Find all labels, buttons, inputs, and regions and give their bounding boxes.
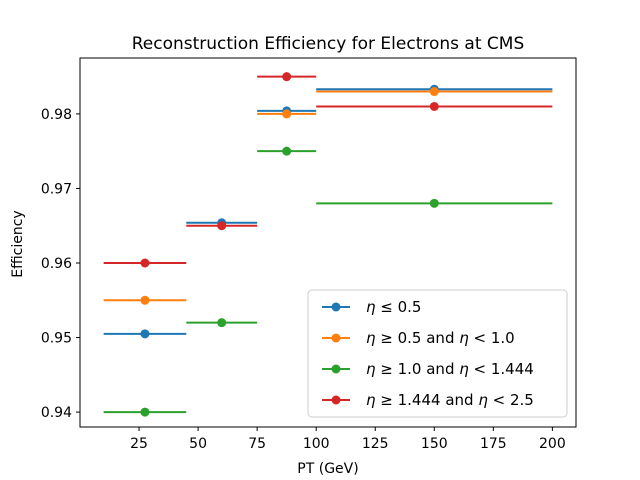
x-tick-label-1: 50 (189, 436, 207, 452)
legend-label-0: η ≤ 0.5 (366, 298, 421, 316)
data-point-s1-p1 (282, 109, 292, 119)
legend-label-2-part-0: η (366, 360, 376, 378)
data-point-s0-p0 (140, 329, 150, 339)
legend-marker-1 (331, 333, 341, 343)
legend-box (307, 289, 568, 418)
axes-frame (79, 57, 577, 428)
legend-label-1-part-0: η (366, 329, 376, 347)
y-tick-label-4: 0.98 (41, 107, 72, 123)
data-point-s2-p2 (282, 146, 292, 156)
chart-title: Reconstruction Efficiency for Electrons … (132, 34, 525, 54)
legend-label-2-part-2: η (459, 360, 469, 378)
data-point-s2-p0 (140, 407, 150, 417)
legend-label-3: η ≥ 1.444 and η < 2.5 (366, 391, 534, 409)
data-point-s1-p0 (140, 295, 150, 305)
x-tick-label-4: 125 (362, 436, 389, 452)
legend: η ≤ 0.5η ≥ 0.5 and η < 1.0η ≥ 1.0 and η … (307, 289, 568, 418)
x-tick-label-2: 75 (248, 436, 266, 452)
x-axis-title: PT (GeV) (297, 461, 358, 477)
legend-label-1: η ≥ 0.5 and η < 1.0 (366, 329, 515, 347)
legend-marker-3 (331, 395, 341, 405)
legend-label-3-part-3: < 2.5 (488, 391, 534, 409)
legend-marker-2 (331, 364, 341, 374)
y-tick-label-3: 0.97 (41, 181, 72, 197)
data-point-s2-p3 (429, 198, 439, 208)
y-axis-title: Efficiency (10, 210, 26, 277)
data-point-s3-p3 (429, 101, 439, 111)
legend-label-2: η ≥ 1.0 and η < 1.444 (366, 360, 534, 378)
data-point-s1-p2 (429, 87, 439, 97)
legend-label-2-part-1: ≥ 1.0 and (376, 360, 460, 378)
legend-label-0-part-1: ≤ 0.5 (376, 298, 422, 316)
data-point-s3-p1 (217, 221, 227, 231)
data-point-s3-p2 (282, 72, 292, 82)
legend-label-3-part-2: η (478, 391, 488, 409)
y-tick-label-2: 0.96 (41, 256, 72, 272)
data-point-s3-p0 (140, 258, 150, 268)
legend-label-1-part-2: η (459, 329, 469, 347)
data-point-s2-p1 (217, 318, 227, 328)
legend-label-1-part-3: < 1.0 (469, 329, 515, 347)
x-tick-label-5: 150 (421, 436, 448, 452)
legend-marker-0 (331, 302, 341, 312)
legend-label-3-part-0: η (366, 391, 376, 409)
legend-label-3-part-1: ≥ 1.444 and (376, 391, 479, 409)
x-tick-label-3: 100 (303, 436, 330, 452)
legend-label-2-part-3: < 1.444 (469, 360, 534, 378)
x-tick-label-0: 25 (130, 436, 148, 452)
legend-label-0-part-0: η (366, 298, 376, 316)
legend-label-1-part-1: ≥ 0.5 and (376, 329, 460, 347)
plot-area (103, 72, 553, 417)
y-tick-label-1: 0.95 (41, 331, 72, 347)
x-tick-label-6: 175 (480, 436, 507, 452)
y-tick-label-0: 0.94 (41, 405, 72, 421)
x-tick-label-7: 200 (539, 436, 566, 452)
axes: 25 50 75 100 125 150 175 200 0.94 0.95 0.96 0.97 0.9… (41, 57, 577, 452)
